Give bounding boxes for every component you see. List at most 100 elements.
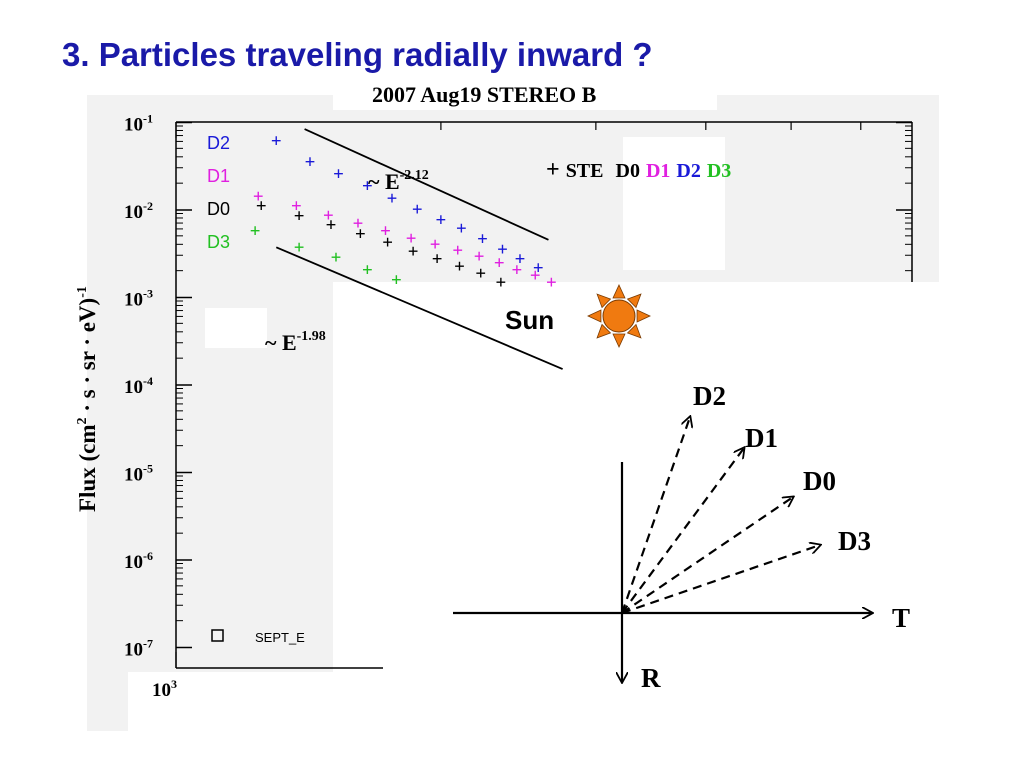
corner-square-icon xyxy=(211,629,224,642)
data-point-d0: + xyxy=(383,233,393,253)
sun-ray xyxy=(636,309,651,323)
fit-line-0 xyxy=(304,128,549,241)
data-point-d2: + xyxy=(387,188,397,208)
direction-diagram xyxy=(453,417,872,682)
legend-right: + STE D0 D1 D2 D3 xyxy=(546,157,731,183)
sun-ray xyxy=(612,333,626,348)
data-point-d3: + xyxy=(331,248,341,268)
sun-ray xyxy=(612,284,626,299)
chart-title: 2007 Aug19 STEREO B xyxy=(372,82,597,107)
sun-label: Sun xyxy=(505,305,554,335)
data-point-d0: + xyxy=(454,256,464,276)
data-point-d1: + xyxy=(512,260,522,280)
legend-entry-d3: D3 xyxy=(207,232,230,252)
data-point-d1: + xyxy=(380,221,390,241)
plot-background xyxy=(87,95,939,742)
data-point-d2: + xyxy=(515,249,525,269)
t-axis-label: T xyxy=(892,603,910,633)
data-point-d0: + xyxy=(355,224,365,244)
legend-right-prefix: STE xyxy=(566,160,604,182)
y-tick-label: 10-6 xyxy=(124,549,153,573)
arrow-label-d2: D2 xyxy=(693,381,726,411)
data-point-d3: + xyxy=(250,221,260,241)
data-point-d1: + xyxy=(546,273,556,293)
y-tick-label: 10-4 xyxy=(124,374,153,398)
bg-white-cover xyxy=(383,282,939,742)
legend-right-d0: D0 xyxy=(616,160,640,182)
data-point-d1: + xyxy=(406,228,416,248)
data-point-d1: + xyxy=(494,253,504,273)
arrow-d1 xyxy=(621,448,744,614)
legend-entry-d0: D0 xyxy=(207,199,230,219)
arrow-d3 xyxy=(621,545,820,615)
data-point-d1: + xyxy=(530,266,540,286)
data-point-d2: + xyxy=(456,219,466,239)
y-tick-label: 10-5 xyxy=(124,462,153,486)
legend-right-marker: + xyxy=(546,157,560,183)
data-point-d0: + xyxy=(408,241,418,261)
data-point-d2: + xyxy=(333,164,343,184)
data-point-d0: + xyxy=(496,273,506,293)
corner-label: SEPT_E xyxy=(255,630,305,645)
legend-right-d2: D2 xyxy=(676,160,700,182)
data-point-d2: + xyxy=(362,176,372,196)
data-point-d2: + xyxy=(497,239,507,259)
data-point-d2: + xyxy=(412,200,422,220)
y-tick-label: 10-3 xyxy=(124,287,153,311)
data-point-d2: + xyxy=(477,229,487,249)
arrow-d2 xyxy=(620,417,690,614)
bg-white-patch xyxy=(623,137,725,270)
data-point-d2: + xyxy=(305,152,315,172)
sun-icon xyxy=(587,284,651,348)
fit-label-upper: ~ E-2.12 xyxy=(368,168,429,194)
sun-ray xyxy=(596,293,612,309)
slide-title: 3. Particles traveling radially inward ? xyxy=(62,36,653,73)
bg-block-left xyxy=(87,95,333,731)
bg-white-patch-3 xyxy=(128,672,383,731)
data-point-d1: + xyxy=(453,240,463,260)
arrow-d0 xyxy=(621,497,793,614)
fit-lines xyxy=(275,128,563,370)
data-point-d2: + xyxy=(436,210,446,230)
legend-entry-d1: D1 xyxy=(207,166,230,186)
y-tick-label: 10-2 xyxy=(124,199,153,223)
data-point-d2: + xyxy=(271,131,281,151)
sun-disc xyxy=(602,299,636,333)
y-axis-tick-labels: 10-1 10-2 10-3 10-4 10-5 10-6 10-7 xyxy=(124,112,153,661)
legend-right-d1: D1 xyxy=(646,160,670,182)
legend-left: D2 D1 D0 D3 xyxy=(207,133,230,252)
data-point-d0: + xyxy=(432,249,442,269)
data-point-d0: + xyxy=(294,206,304,226)
y-axis-ticks xyxy=(176,121,912,649)
y-tick-label: 10-1 xyxy=(124,112,153,136)
r-axis-label: R xyxy=(641,663,661,693)
sun-ray xyxy=(626,323,642,339)
data-points: +++++++ +++ + ++ + + + + + + + + + + + +++ + + + + + + + ++++++ xyxy=(250,131,556,292)
data-point-d1: + xyxy=(474,246,484,266)
diagram-labels: T R D2 D1 D0 D3 xyxy=(641,381,910,693)
data-point-d1: + xyxy=(291,196,301,216)
x-tick-label: 103 xyxy=(152,677,177,701)
fit-label-lower: ~ E-1.98 xyxy=(265,329,326,355)
bg-block-right xyxy=(717,95,939,282)
data-point-d3: + xyxy=(362,260,372,280)
y-tick-label: 10-7 xyxy=(124,637,153,661)
arrow-label-d0: D0 xyxy=(803,466,836,496)
arrow-label-d1: D1 xyxy=(745,423,778,453)
arrow-label-d3: D3 xyxy=(838,526,871,556)
fit-line-1 xyxy=(275,246,563,370)
data-point-d0: + xyxy=(256,196,266,216)
sun-ray xyxy=(626,293,642,309)
bg-white-patch-2 xyxy=(205,308,267,348)
data-point-d2: + xyxy=(533,258,543,278)
x-axis-ticks xyxy=(175,122,862,668)
data-point-d1: + xyxy=(323,205,333,225)
legend-entry-d2: D2 xyxy=(207,133,230,153)
data-point-d3: + xyxy=(294,237,304,257)
data-point-d0: + xyxy=(326,215,336,235)
data-point-d1: + xyxy=(353,214,363,234)
data-point-d0: + xyxy=(476,264,486,284)
sun-ray xyxy=(587,309,602,323)
y-axis-label: Flux (cm2 · s · sr · eV)-1 xyxy=(75,286,100,512)
